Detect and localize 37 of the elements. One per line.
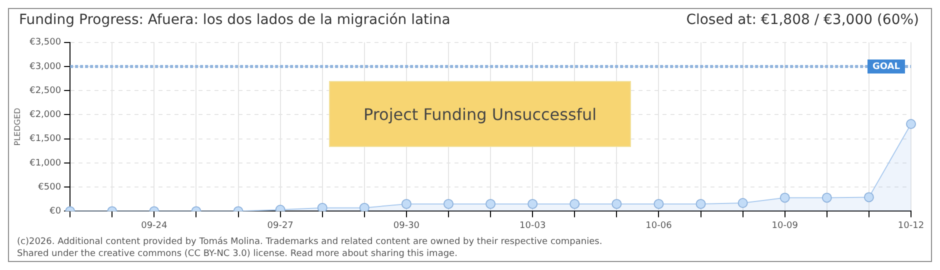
point [317, 202, 328, 212]
point [780, 192, 790, 203]
point [359, 202, 370, 212]
point [654, 198, 664, 209]
y-tick-label: €0 [50, 206, 62, 217]
point [822, 192, 832, 203]
point [864, 192, 874, 202]
x-tick-label: 10-06 [646, 220, 672, 231]
point [738, 198, 748, 208]
text: (c)2026. Additional content provided by Tomás Molina. Trademarks and related content are owned by their respective companies. [17, 236, 604, 248]
point [401, 198, 412, 209]
point [528, 198, 538, 209]
x-tick-label: 10-09 [772, 220, 798, 231]
point [612, 198, 622, 209]
x-tick-label: 10-03 [520, 220, 546, 231]
point [696, 198, 706, 209]
x-tick-label: 10-12 [898, 220, 924, 231]
y-axis-title: PLEDGED [12, 108, 22, 146]
ref-line-label: GOAL [872, 62, 900, 72]
point [444, 198, 454, 209]
y-tick-label: €3,500 [30, 38, 62, 48]
point [906, 119, 916, 130]
x-tick-label: 09-24 [141, 220, 168, 231]
y-tick-label: €500 [38, 182, 62, 192]
chart-subtitle: Closed at: €1,808 / €3,000 (60%) [686, 12, 919, 30]
point [486, 198, 496, 209]
point [570, 198, 580, 209]
y-tick-label: €2,000 [30, 110, 62, 120]
chart-title: Funding Progress: Afuera: los dos lados de la migración latina [19, 12, 450, 30]
y-tick-label: €1,500 [30, 134, 62, 144]
x-tick-label: 09-27 [267, 220, 294, 231]
text: Shared under the creative commons (CC BY-NC 3.0) license. Read more about sharing this image. [17, 248, 458, 260]
y-tick-label: €2,500 [30, 86, 62, 96]
y-tick-label: €1,000 [30, 158, 62, 168]
y-tick-label: €3,000 [30, 62, 62, 72]
x-tick-label: 09-30 [393, 220, 420, 231]
banner: Project Funding Unsuccessful [329, 81, 631, 147]
